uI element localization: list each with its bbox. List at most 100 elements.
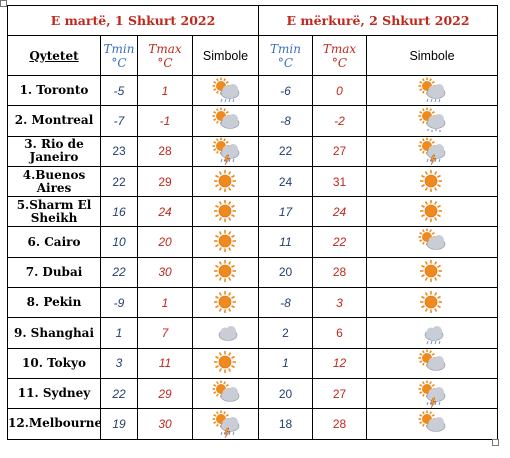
day2-weather-symbol	[366, 377, 499, 410]
city-name: 1. Toronto	[7, 74, 101, 107]
tmin-label: Tmin	[103, 41, 135, 56]
day1-tmax-value: 7	[137, 317, 193, 349]
table-row: 5.Sharm El Sheikh 16 24 17 24	[7, 196, 499, 228]
city-name: 4.Buenos Aires	[7, 165, 101, 198]
day2-tmin-value: -8	[258, 105, 314, 137]
city-name: 11. Sydney	[7, 377, 101, 410]
day2-tmax-value: 31	[312, 165, 368, 198]
day1-tmin-value: 22	[100, 165, 138, 198]
day2-tmin-value: 2	[258, 317, 314, 349]
city-name: 2. Montreal	[7, 105, 101, 137]
day2-tmax-value: 28	[312, 408, 368, 440]
day1-tmin-value: 10	[100, 226, 138, 258]
day2-tmin-value: -8	[258, 287, 314, 319]
day1-weather-symbol	[191, 377, 260, 410]
sun-cloud-storm-icon	[418, 380, 446, 408]
day1-tmax-value: 30	[137, 408, 193, 440]
day2-weather-symbol	[366, 135, 499, 167]
weather-table: E martë, 1 Shkurt 2022 E mërkurë, 2 Shku…	[6, 5, 499, 440]
day2-tmin-value: 20	[258, 256, 314, 289]
table-row: 10. Tokyo 3 11 1 12	[7, 347, 499, 379]
tmax-label: Tmax	[322, 41, 357, 56]
city-column-header: Qytetet	[7, 35, 101, 76]
day2-tmax-header: Tmax °C	[312, 35, 368, 76]
sun-icon	[213, 351, 236, 374]
column-header-row: Qytetet Tmin °C Tmax °C Simbole Tmin °C Tma…	[7, 35, 499, 76]
sun-icon	[420, 260, 443, 283]
city-name: 3. Rio de Janeiro	[7, 135, 101, 167]
day1-tmin-value: 22	[100, 256, 138, 289]
sun-cloud-icon	[212, 380, 239, 402]
sun-cloud-icon	[418, 349, 446, 372]
day2-tmax-value: 0	[312, 74, 368, 107]
day2-tmax-value: 27	[312, 135, 368, 167]
day1-tmax-value: -1	[137, 105, 193, 137]
day2-weather-symbol	[366, 105, 499, 137]
sun-icon	[213, 260, 236, 283]
day1-tmin-value: 3	[100, 347, 138, 379]
city-name: 5.Sharm El Sheikh	[7, 196, 101, 228]
day1-tmin-value: 22	[100, 377, 138, 410]
cloud-icon	[218, 326, 237, 341]
sun-icon	[213, 290, 236, 313]
sun-icon	[213, 230, 236, 253]
sun-cloud-rain-icon	[212, 77, 239, 102]
sun-cloud-storm-icon	[212, 137, 239, 166]
day1-weather-symbol	[191, 165, 260, 198]
day1-weather-symbol	[191, 317, 260, 349]
day1-tmin-value: 19	[100, 408, 138, 440]
day2-weather-symbol	[366, 317, 499, 349]
sun-icon	[420, 199, 443, 222]
sun-cloud-rain-icon	[418, 77, 446, 102]
day1-weather-symbol	[191, 226, 260, 258]
day1-tmax-value: 29	[137, 377, 193, 410]
day2-tmin-value: 24	[258, 165, 314, 198]
day1-weather-symbol	[191, 287, 260, 319]
city-name: 10. Tokyo	[7, 347, 101, 379]
sun-icon	[213, 199, 236, 222]
city-name: 8. Pekin	[7, 287, 101, 319]
day2-tmin-value: -6	[258, 74, 314, 107]
sun-cloud-storm-icon	[212, 410, 239, 438]
sun-cloud-snow-icon	[418, 107, 446, 132]
day1-weather-symbol	[191, 256, 260, 289]
table-row: 11. Sydney 22 29 20 27	[7, 377, 499, 410]
day2-weather-symbol	[366, 408, 499, 440]
day2-tmax-value: 6	[312, 317, 368, 349]
corner-marker	[0, 0, 7, 7]
day1-tmax-value: 24	[137, 196, 193, 228]
table-row: 2. Montreal -7 -1 -8 -2	[7, 105, 499, 137]
unit-label: °C	[331, 55, 348, 70]
day1-tmax-value: 28	[137, 135, 193, 167]
table-row: 4.Buenos Aires 22 29 24 31	[7, 165, 499, 198]
day2-weather-symbol	[366, 226, 499, 258]
table-row: 9. Shanghai 1 7 2 6	[7, 317, 499, 349]
day2-tmin-value: 20	[258, 377, 314, 410]
day1-weather-symbol	[191, 105, 260, 137]
day2-weather-symbol	[366, 287, 499, 319]
tmax-label: Tmax	[148, 41, 182, 56]
day1-tmax-value: 29	[137, 165, 193, 198]
city-name: 12.Melbourne	[7, 408, 101, 440]
day2-tmin-value: 17	[258, 196, 314, 228]
day1-tmax-value: 20	[137, 226, 193, 258]
day2-tmin-value: 11	[258, 226, 314, 258]
weather-table-wrapper: E martë, 1 Shkurt 2022 E mërkurë, 2 Shku…	[6, 5, 499, 440]
day1-tmin-value: 1	[100, 317, 138, 349]
day2-tmin-header: Tmin °C	[258, 35, 314, 76]
day1-tmax-value: 30	[137, 256, 193, 289]
day2-weather-symbol	[366, 196, 499, 228]
day2-tmin-value: 1	[258, 347, 314, 379]
day2-tmax-value: 3	[312, 287, 368, 319]
sun-icon	[213, 169, 236, 192]
day1-weather-symbol	[191, 196, 260, 228]
day1-tmax-header: Tmax °C	[137, 35, 193, 76]
day2-weather-symbol	[366, 347, 499, 379]
city-name: 9. Shanghai	[7, 317, 101, 349]
sun-cloud-icon	[418, 410, 446, 432]
day1-tmin-value: 16	[100, 196, 138, 228]
day1-tmax-value: 1	[137, 74, 193, 107]
day2-tmax-value: 12	[312, 347, 368, 379]
weather-rows: 1. Toronto -5 1 -6 0 2. Montreal -7 -1 -8 -2 3. Ri…	[7, 74, 499, 440]
day1-tmin-header: Tmin °C	[100, 35, 138, 76]
